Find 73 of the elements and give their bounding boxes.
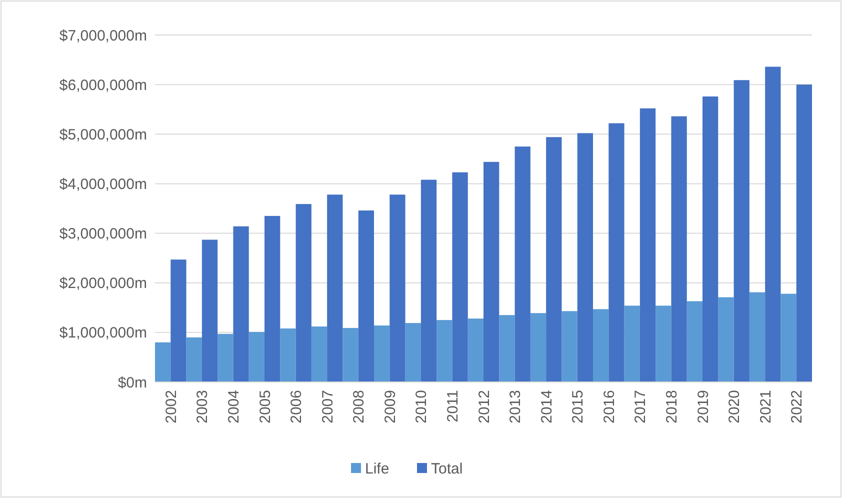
bar — [484, 162, 500, 382]
x-tick-label: 2020 — [726, 390, 744, 424]
x-tick-label: 2014 — [538, 390, 556, 424]
bar — [452, 172, 468, 382]
bar — [468, 318, 484, 382]
bar — [155, 342, 171, 382]
bar — [593, 309, 609, 382]
bar — [280, 328, 296, 382]
bar — [499, 315, 515, 382]
bar — [186, 337, 202, 382]
bar — [796, 84, 812, 382]
bar — [202, 240, 218, 382]
bar — [780, 294, 796, 382]
bar — [420, 180, 437, 382]
y-tick-label: $1,000,000m — [59, 324, 147, 342]
bar — [640, 108, 656, 382]
bar — [296, 204, 312, 382]
x-tick-label: 2010 — [413, 390, 430, 424]
x-tick-label: 2006 — [288, 390, 306, 424]
bar — [577, 133, 593, 382]
y-tick-label: $0m — [118, 374, 147, 392]
x-tick-label: 2009 — [382, 390, 399, 424]
bar — [608, 123, 624, 382]
x-tick-label: 2005 — [256, 390, 274, 424]
x-tick-label: 2021 — [757, 390, 774, 424]
bar — [562, 311, 578, 382]
bar — [749, 292, 766, 382]
x-tick-label: 2013 — [507, 390, 524, 424]
bar — [765, 66, 781, 382]
bar — [327, 194, 343, 382]
y-tick-label: $4,000,000m — [59, 176, 147, 193]
x-tick-label: 2004 — [225, 390, 242, 424]
x-tick-label: 2012 — [476, 390, 493, 424]
x-tick-label: 2019 — [694, 390, 712, 424]
bar — [702, 96, 718, 382]
x-tick-label: 2018 — [663, 390, 680, 424]
bar — [546, 137, 562, 382]
x-tick-label: 2022 — [788, 390, 806, 424]
x-tick-label: 2017 — [632, 390, 650, 424]
x-tick-label: 2016 — [600, 390, 618, 424]
bar — [170, 260, 186, 382]
bar — [530, 313, 546, 382]
bar — [656, 306, 672, 382]
y-tick-label: $7,000,000m — [59, 27, 147, 44]
bar — [233, 226, 249, 382]
bar — [718, 297, 734, 382]
bar — [374, 325, 390, 382]
bar — [671, 116, 687, 382]
x-tick-label: 2007 — [319, 390, 336, 424]
bar — [342, 328, 358, 382]
bar — [405, 323, 421, 382]
y-tick-label: $2,000,000m — [59, 275, 147, 292]
bar — [734, 80, 750, 382]
legend-label: Life — [365, 460, 390, 478]
y-tick-label: $5,000,000m — [59, 126, 147, 144]
legend-label: Total — [431, 460, 463, 478]
y-tick-label: $6,000,000m — [59, 76, 147, 94]
bar — [514, 146, 530, 382]
bar — [248, 332, 264, 382]
x-tick-label: 2008 — [350, 390, 368, 424]
x-tick-label: 2003 — [194, 390, 212, 424]
x-tick-label: 2015 — [570, 390, 587, 424]
bar — [358, 210, 374, 382]
bar — [311, 326, 328, 382]
y-tick-label: $3,000,000m — [59, 226, 147, 243]
bar — [436, 320, 452, 382]
x-tick-label: 2011 — [444, 390, 462, 422]
bar — [264, 216, 280, 382]
bar — [390, 194, 406, 382]
bar — [218, 334, 234, 382]
x-tick-label: 2002 — [162, 390, 180, 424]
bar — [624, 306, 640, 382]
bar — [686, 301, 702, 382]
